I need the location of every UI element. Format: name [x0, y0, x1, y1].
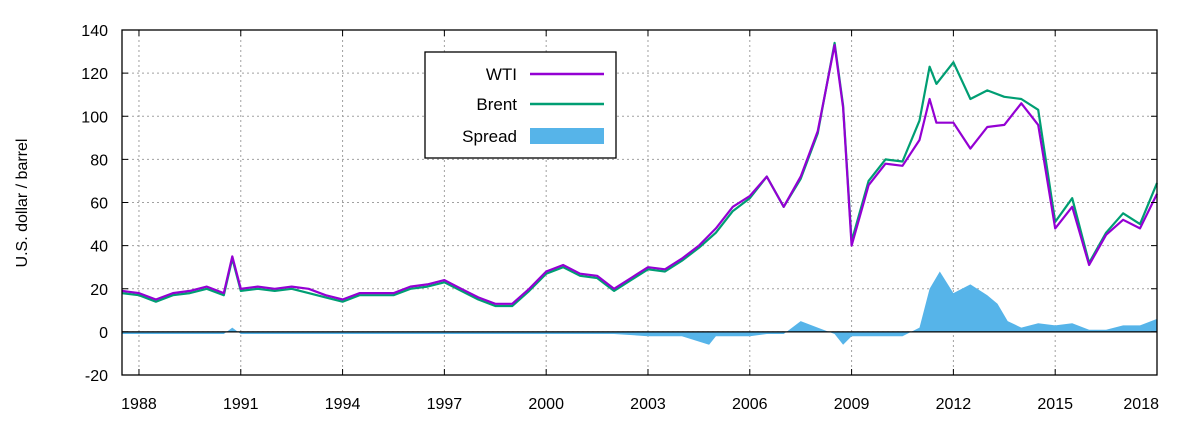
series-lines-layer [121, 41, 1159, 308]
y-tick-label: 100 [81, 109, 108, 126]
y-tick-label: 120 [81, 66, 108, 83]
x-tick-label: 1994 [325, 396, 361, 413]
y-tick-label: 0 [99, 325, 108, 342]
tick-labels-layer: -20 0 20 40 60 80 100 120 140 1988 1991 1994 1997 200… [81, 23, 1159, 413]
series-area-spread [122, 271, 1157, 345]
y-tick-label: 140 [81, 23, 108, 40]
x-tick-label: 2000 [528, 396, 564, 413]
y-axis-label: U.S. dollar / barrel [14, 139, 31, 268]
x-tick-label: 2018 [1123, 396, 1159, 413]
y-tick-label: 60 [90, 196, 108, 213]
x-tick-label: 2006 [732, 396, 768, 413]
x-tick-label: 2012 [936, 396, 972, 413]
legend-label-spread: Spread [462, 127, 517, 146]
x-tick-label: 1997 [427, 396, 463, 413]
x-tick-label: 1991 [223, 396, 259, 413]
legend-label-wti: WTI [486, 65, 517, 84]
legend: WTI Brent Spread [424, 51, 617, 159]
x-tick-label: 2015 [1037, 396, 1073, 413]
y-tick-label: -20 [85, 368, 108, 385]
series-line-wti [121, 43, 1158, 305]
legend-label-brent: Brent [476, 95, 517, 114]
series-line-brent [121, 41, 1159, 308]
x-tick-label: 2009 [834, 396, 870, 413]
ticks-layer [122, 29, 1158, 376]
y-tick-label: 40 [90, 239, 108, 256]
y-tick-label: 80 [90, 152, 108, 169]
legend-swatch-spread [530, 128, 604, 144]
x-tick-label: 2003 [630, 396, 666, 413]
y-tick-label: 20 [90, 282, 108, 299]
spread-area-layer [122, 271, 1157, 345]
x-tick-label: 1988 [121, 396, 157, 413]
